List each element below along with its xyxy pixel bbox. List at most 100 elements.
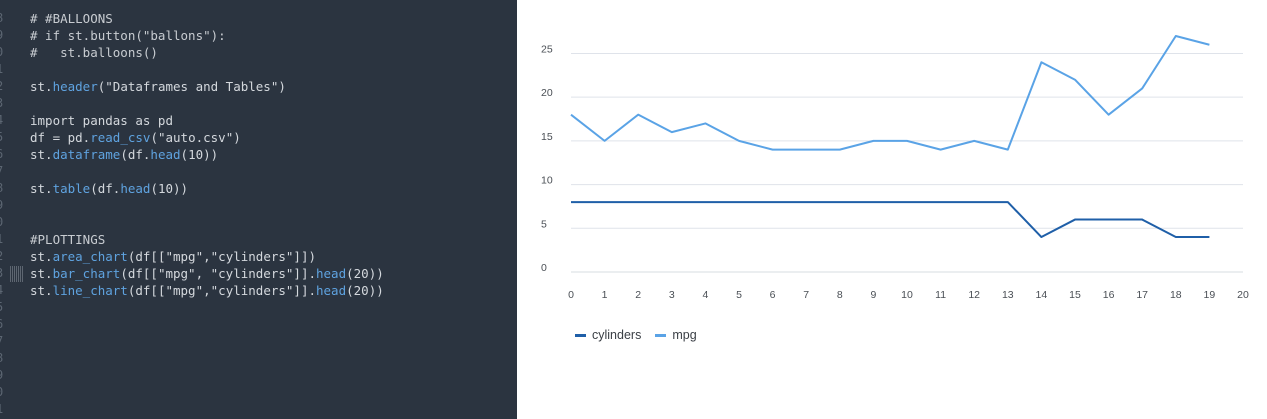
code-line[interactable]: st.area_chart(df[["mpg","cylinders"]]) [30, 248, 316, 265]
code-token: area_chart [52, 249, 128, 264]
code-token: 20 [353, 283, 369, 298]
x-tick-label: 9 [870, 289, 876, 301]
code-token: ]]. [293, 283, 316, 298]
chart-series [570, 35, 1210, 239]
x-tick-label: 12 [968, 289, 980, 301]
line-number: 6 [0, 147, 6, 161]
legend-item-cylinders: cylinders [575, 328, 641, 342]
x-tick-label: 8 [837, 289, 843, 301]
y-tick-label: 0 [541, 262, 547, 274]
text-cursor-marker [10, 266, 24, 282]
series-line-cylinders [571, 201, 1210, 239]
code-token: head [316, 266, 347, 281]
code-token: # #BALLOONS [30, 11, 113, 26]
x-tick-label: 6 [770, 289, 776, 301]
code-token: st. [30, 283, 53, 298]
line-number: 8 [0, 351, 6, 365]
code-token: (df[[ [127, 249, 166, 264]
code-token: ) [278, 79, 286, 94]
code-token: df = pd. [30, 130, 91, 145]
x-tick-label: 14 [1036, 289, 1048, 301]
line-number: 8 [0, 11, 6, 25]
code-token: table [52, 181, 91, 196]
code-token: )) [173, 181, 189, 196]
series-line-mpg [570, 35, 1210, 151]
line-number: 3 [0, 96, 6, 110]
code-token: import pandas as pd [30, 113, 173, 128]
code-token: # if st.button("ballons"): [30, 28, 226, 43]
x-tick-label: 16 [1103, 289, 1115, 301]
code-line[interactable]: st.header("Dataframes and Tables") [30, 78, 286, 95]
code-token: st. [30, 249, 53, 264]
y-tick-label: 20 [541, 87, 553, 99]
code-line[interactable]: # st.balloons() [30, 44, 158, 61]
x-tick-label: 1 [602, 289, 608, 301]
code-token: dataframe [52, 147, 121, 162]
code-line[interactable]: st.line_chart(df[["mpg","cylinders"]].he… [30, 282, 384, 299]
code-token: head [150, 147, 181, 162]
code-token: (df[[ [127, 283, 166, 298]
code-token: head [120, 181, 151, 196]
code-line[interactable]: import pandas as pd [30, 112, 173, 129]
code-token: 10 [188, 147, 204, 162]
x-tick-label: 7 [803, 289, 809, 301]
y-axis-ticks: 0 5 10 15 20 25 [541, 43, 553, 274]
line-number: 9 [0, 198, 6, 212]
legend-label: cylinders [592, 328, 642, 342]
line-number: 7 [0, 334, 6, 348]
code-token: "mpg","cylinders" [165, 283, 294, 298]
code-line[interactable]: # if st.button("ballons"): [30, 27, 226, 44]
code-line[interactable]: st.bar_chart(df[["mpg", "cylinders"]].he… [30, 265, 384, 282]
line-number: 0 [0, 45, 6, 59]
code-token: (df. [120, 147, 151, 162]
chart-legend: cylinders mpg [575, 328, 697, 342]
line-number: 9 [0, 28, 6, 42]
code-token: (df. [90, 181, 121, 196]
code-editor[interactable]: 8901234567890123456789012 # #BALLOONS# i… [0, 0, 517, 419]
x-tick-label: 19 [1204, 289, 1216, 301]
line-number: 0 [0, 215, 6, 229]
code-token: "Dataframes and Tables" [105, 79, 279, 94]
code-token: "mpg", "cylinders" [157, 266, 294, 281]
x-tick-label: 3 [669, 289, 675, 301]
code-token: ( [150, 181, 158, 196]
code-token: "auto.csv" [157, 130, 234, 145]
code-line[interactable]: st.dataframe(df.head(10)) [30, 146, 218, 163]
code-token: ( [97, 79, 106, 94]
line-number: 5 [0, 130, 6, 144]
code-token: )) [368, 266, 384, 281]
legend-swatch [655, 333, 667, 337]
line-number: 2 [0, 79, 6, 93]
line-chart-panel: 0 5 10 15 20 25 0 1 2 3 4 5 6 7 8 9 10 11 12 13 14 15 16 17 18 1… [517, 0, 1267, 419]
y-tick-label: 15 [541, 131, 553, 143]
code-line[interactable]: st.table(df.head(10)) [30, 180, 188, 197]
code-token: ( [180, 147, 189, 162]
code-line[interactable]: # #BALLOONS [30, 10, 113, 27]
code-token: read_csv [90, 130, 151, 145]
code-token: )) [368, 283, 384, 298]
code-line[interactable]: df = pd.read_csv("auto.csv") [30, 129, 241, 146]
y-tick-label: 5 [541, 218, 547, 230]
code-token: ]]) [293, 249, 316, 264]
line-number: 9 [0, 368, 6, 382]
x-tick-label: 0 [568, 289, 574, 301]
code-token: ) [233, 130, 241, 145]
line-number: 5 [0, 300, 6, 314]
code-token: st. [30, 147, 53, 162]
code-token: "mpg","cylinders" [165, 249, 294, 264]
x-axis-ticks: 0 1 2 3 4 5 6 7 8 9 10 11 12 13 14 15 16 17 18 19 20 [568, 289, 1249, 301]
line-number: 8 [0, 181, 6, 195]
line-number: 1 [0, 62, 6, 76]
line-number: 6 [0, 317, 6, 331]
code-token: header [52, 79, 98, 94]
line-number: 4 [0, 283, 6, 297]
x-tick-label: 2 [635, 289, 641, 301]
x-tick-label: 15 [1069, 289, 1081, 301]
code-token: ( [346, 283, 354, 298]
code-token: ( [150, 130, 158, 145]
line-number: 7 [0, 164, 6, 178]
y-tick-label: 25 [541, 43, 553, 55]
code-token: # st.balloons() [30, 45, 158, 60]
code-line[interactable]: #PLOTTINGS [30, 231, 105, 248]
